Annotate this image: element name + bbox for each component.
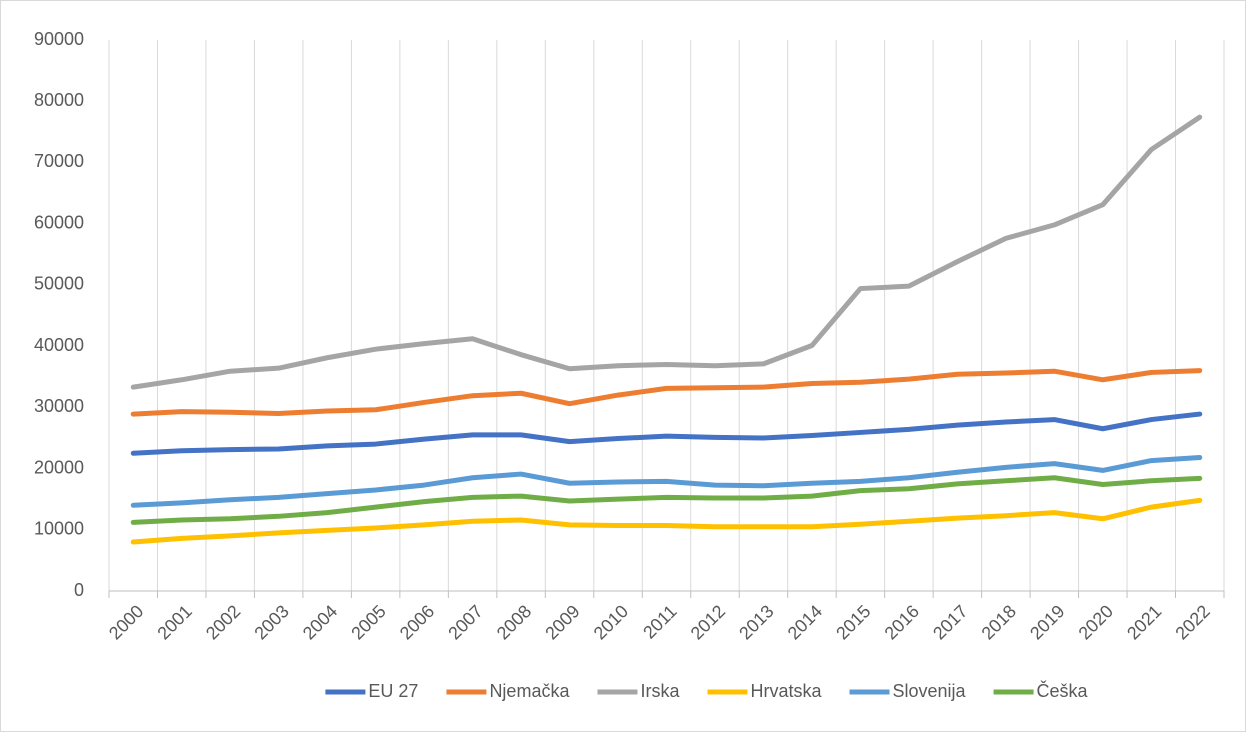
y-tick-label: 20000 [34,457,84,477]
y-tick-label: 30000 [34,396,84,416]
legend-label: Njemačka [489,681,570,701]
series-line [130,411,1203,456]
series-line [130,455,1203,508]
y-tick-label: 10000 [34,519,84,539]
y-tick-label: 50000 [34,274,84,294]
legend-label: Češka [1037,680,1089,701]
series-line [130,497,1203,545]
legend-label: Irska [640,681,680,701]
y-tick-label: 90000 [34,29,84,49]
legend-label: Hrvatska [750,681,822,701]
y-tick-label: 0 [74,580,84,600]
series-line [130,368,1203,417]
legend-label: EU 27 [368,681,418,701]
series-line [130,475,1203,525]
series-line [130,114,1203,390]
legend-label: Slovenija [893,681,967,701]
y-tick-label: 70000 [34,151,84,171]
y-tick-label: 40000 [34,335,84,355]
y-tick-label: 60000 [34,212,84,232]
y-tick-label: 80000 [34,90,84,110]
